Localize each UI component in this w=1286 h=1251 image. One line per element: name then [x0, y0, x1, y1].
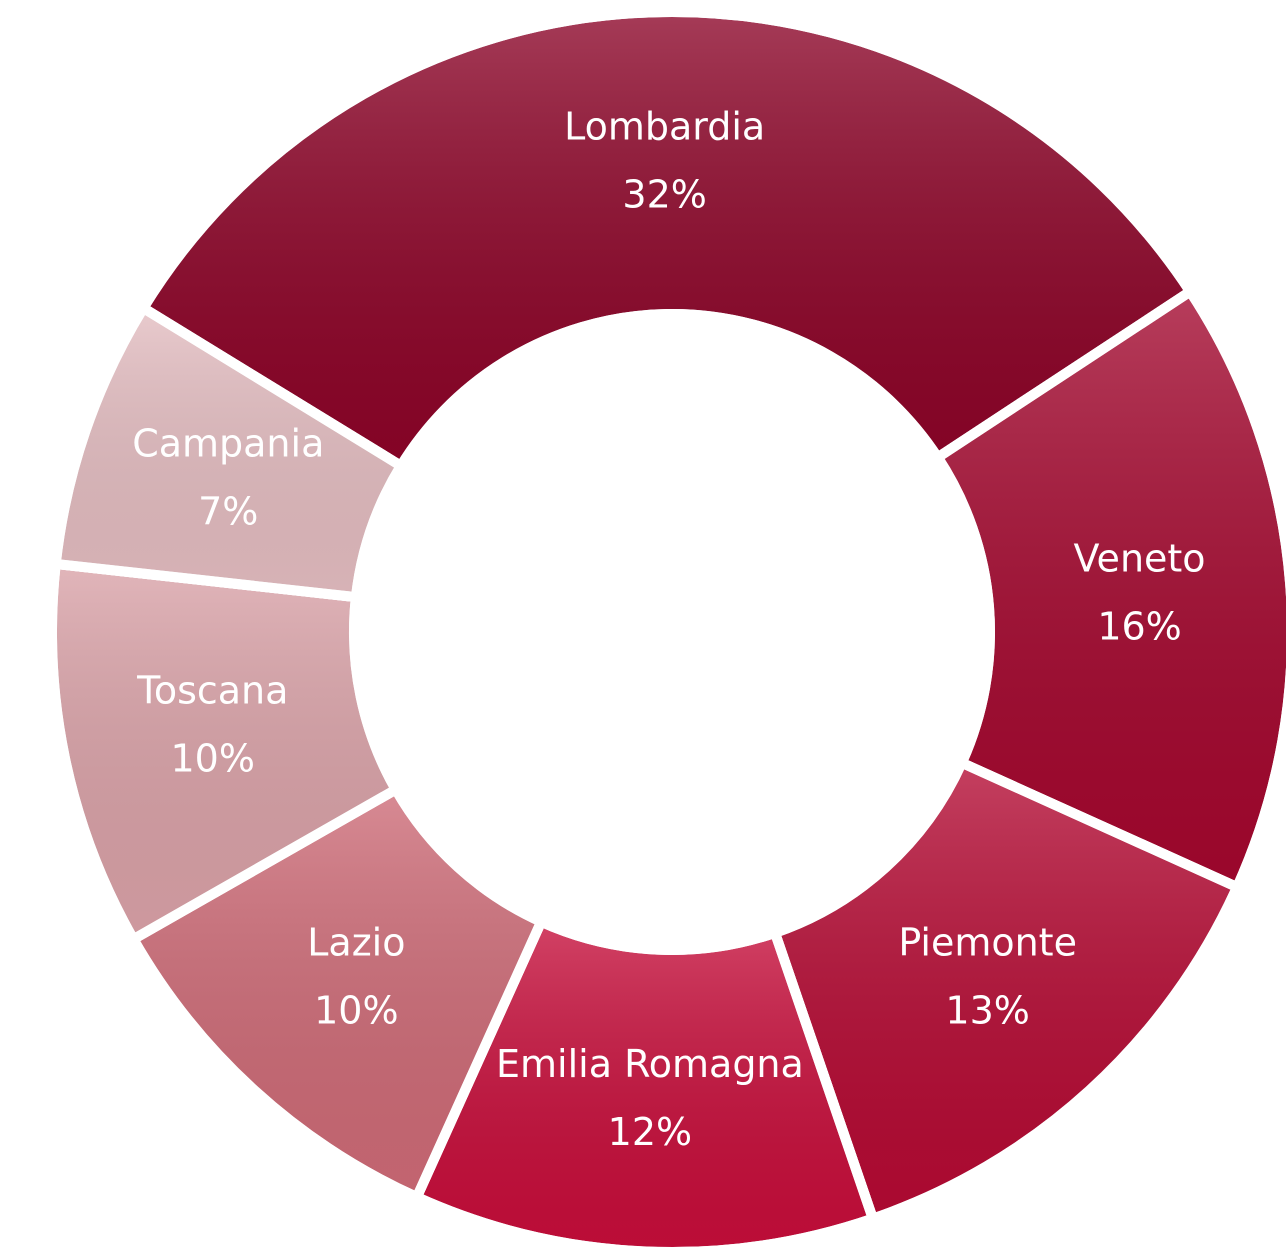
value-label: 10% — [314, 988, 398, 1032]
value-label: 32% — [622, 173, 706, 217]
value-label: 13% — [945, 988, 1029, 1032]
slice-label: Toscana — [136, 669, 288, 713]
slice-label: Veneto — [1074, 537, 1206, 581]
value-label: 12% — [608, 1110, 692, 1154]
slice-label: Piemonte — [898, 920, 1077, 964]
slice-label: Lombardia — [564, 105, 765, 149]
slice-label: Lazio — [307, 920, 405, 964]
value-label: 16% — [1097, 605, 1181, 649]
slice-label: Emilia Romagna — [496, 1042, 804, 1086]
value-label: 7% — [198, 490, 258, 534]
value-label: 10% — [171, 737, 255, 781]
slice-label: Campania — [132, 422, 324, 466]
